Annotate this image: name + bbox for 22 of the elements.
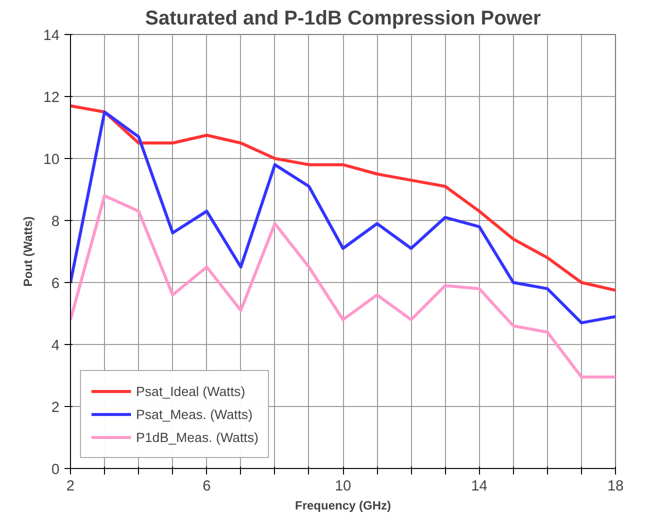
y-tick-label: 8 (51, 214, 60, 230)
x-tick-label: 14 (471, 478, 488, 494)
y-tick-label: 6 (51, 276, 60, 292)
line-series (70, 110, 616, 324)
x-axis-title: Frequency (GHz) (294, 498, 392, 512)
legend-label: Psat_Meas. (Watts) (136, 406, 253, 422)
x-tick-label: 10 (334, 478, 352, 494)
y-tick-label: 12 (43, 90, 60, 106)
y-tick-label: 4 (51, 338, 60, 354)
x-tick-label: 6 (202, 478, 211, 494)
y-axis-title: Pout (Watts) (21, 216, 36, 287)
line-series (70, 194, 616, 379)
legend-label: P1dB_Meas. (Watts) (136, 430, 258, 444)
y-tick-label: 2 (51, 400, 60, 416)
legend-label: Psat_Ideal (Watts) (136, 384, 246, 398)
y-tick-label: 10 (43, 152, 60, 168)
y-tick-label: 14 (43, 28, 60, 44)
x-tick-label: 18 (607, 478, 624, 494)
chart-title: Saturated and P-1dB Compression Power (145, 8, 542, 30)
line-series (70, 104, 616, 292)
x-tick-label: 2 (66, 478, 75, 494)
y-tick-label: 0 (51, 462, 60, 478)
